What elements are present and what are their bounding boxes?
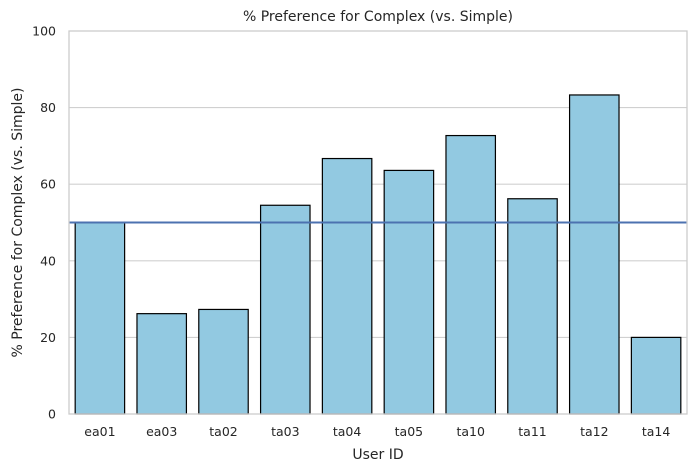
x-axis-title: User ID [352,447,403,463]
x-tick-label: ta12 [580,424,608,439]
x-tick-label: ta04 [333,424,362,439]
bar-ta11 [507,198,558,415]
chart-title: % Preference for Complex (vs. Simple) [243,9,513,25]
x-tick-label: ta11 [518,424,546,439]
bar-ta03 [259,204,311,415]
bar-ta05 [383,169,435,415]
bar-ea03 [136,313,188,415]
bar-ta12 [568,94,620,415]
x-tick-label: ta05 [395,424,423,439]
x-tick-labels: ea01 ea03 ta02 ta03 ta04 ta05 ta10 ta11 ta12 ta14 [84,424,670,439]
y-tick-label: 100 [32,24,56,39]
x-tick-label: ta02 [209,424,237,439]
bar-ta14 [630,336,682,415]
y-tick-label: 80 [40,100,56,115]
bars [74,94,682,415]
x-tick-label: ta03 [271,424,299,439]
y-tick-labels: 0 20 40 60 80 100 [32,24,56,422]
x-tick-label: ea03 [146,424,177,439]
y-tick-label: 0 [48,407,56,422]
y-axis-title: % Preference for Complex (vs. Simple) [10,87,26,357]
x-tick-label: ea01 [84,424,115,439]
axes-frame [68,30,688,415]
y-tick-label: 20 [40,330,56,345]
bar-ta02 [198,308,249,415]
bar-ea01 [74,221,126,415]
bar-ta04 [321,157,373,415]
y-tick-label: 40 [40,253,56,268]
y-tick-label: 60 [40,177,56,192]
x-tick-label: ta10 [456,424,485,439]
x-tick-label: ta14 [642,424,671,439]
bar-ta10 [445,134,497,415]
